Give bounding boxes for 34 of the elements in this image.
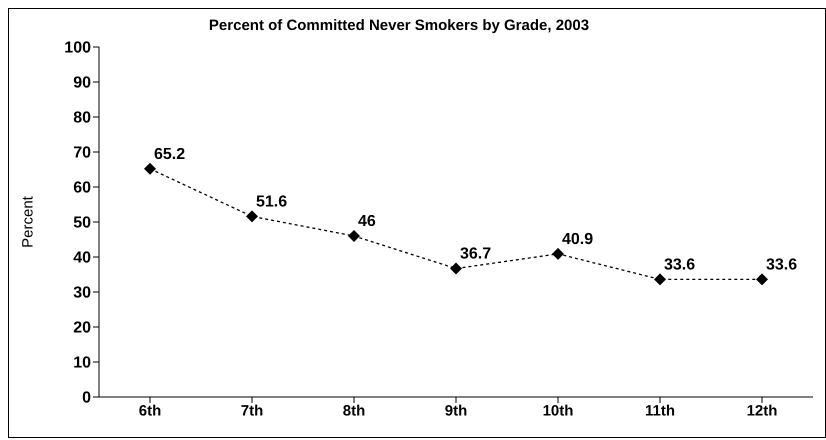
y-tick-label: 80: [73, 110, 92, 127]
data-label: 40.9: [562, 230, 594, 248]
point: [654, 273, 666, 286]
y-tick-label: 100: [64, 40, 92, 57]
point: [348, 230, 360, 242]
x-tick-label: 12th: [746, 402, 778, 420]
y-tick-label: 60: [73, 180, 92, 197]
x-tick-label: 6th: [138, 402, 162, 420]
y-tick-label: 0: [82, 390, 92, 407]
y-axis-title: Percent: [19, 195, 36, 248]
data-label: 36.7: [460, 246, 492, 263]
point: [246, 210, 258, 222]
y-tick-label: 70: [73, 144, 92, 162]
x-tick-label: 11th: [644, 402, 676, 420]
data-label: 33.6: [766, 256, 798, 274]
data-label: 33.6: [664, 256, 696, 274]
point: [144, 162, 156, 175]
y-tick-label: 10: [73, 354, 92, 372]
point: [450, 262, 462, 275]
point: [756, 273, 768, 286]
data-label: 65.2: [154, 146, 186, 163]
y-tick-label: 40: [73, 250, 92, 267]
x-tick-label: 9th: [444, 402, 468, 420]
y-tick-label: 20: [73, 320, 92, 337]
chart-title: Percent of Committed Never Smokers by Grade, 2003: [208, 17, 590, 34]
y-tick-label: 90: [73, 74, 92, 92]
x-tick-label: 10th: [542, 402, 574, 420]
y-tick-label: 30: [73, 284, 92, 302]
data-label: 46: [358, 213, 376, 230]
x-tick-label: 8th: [342, 402, 366, 420]
data-label: 51.6: [256, 193, 288, 210]
y-tick-label: 50: [73, 214, 92, 232]
point: [552, 248, 564, 260]
x-tick-label: 7th: [240, 402, 264, 420]
